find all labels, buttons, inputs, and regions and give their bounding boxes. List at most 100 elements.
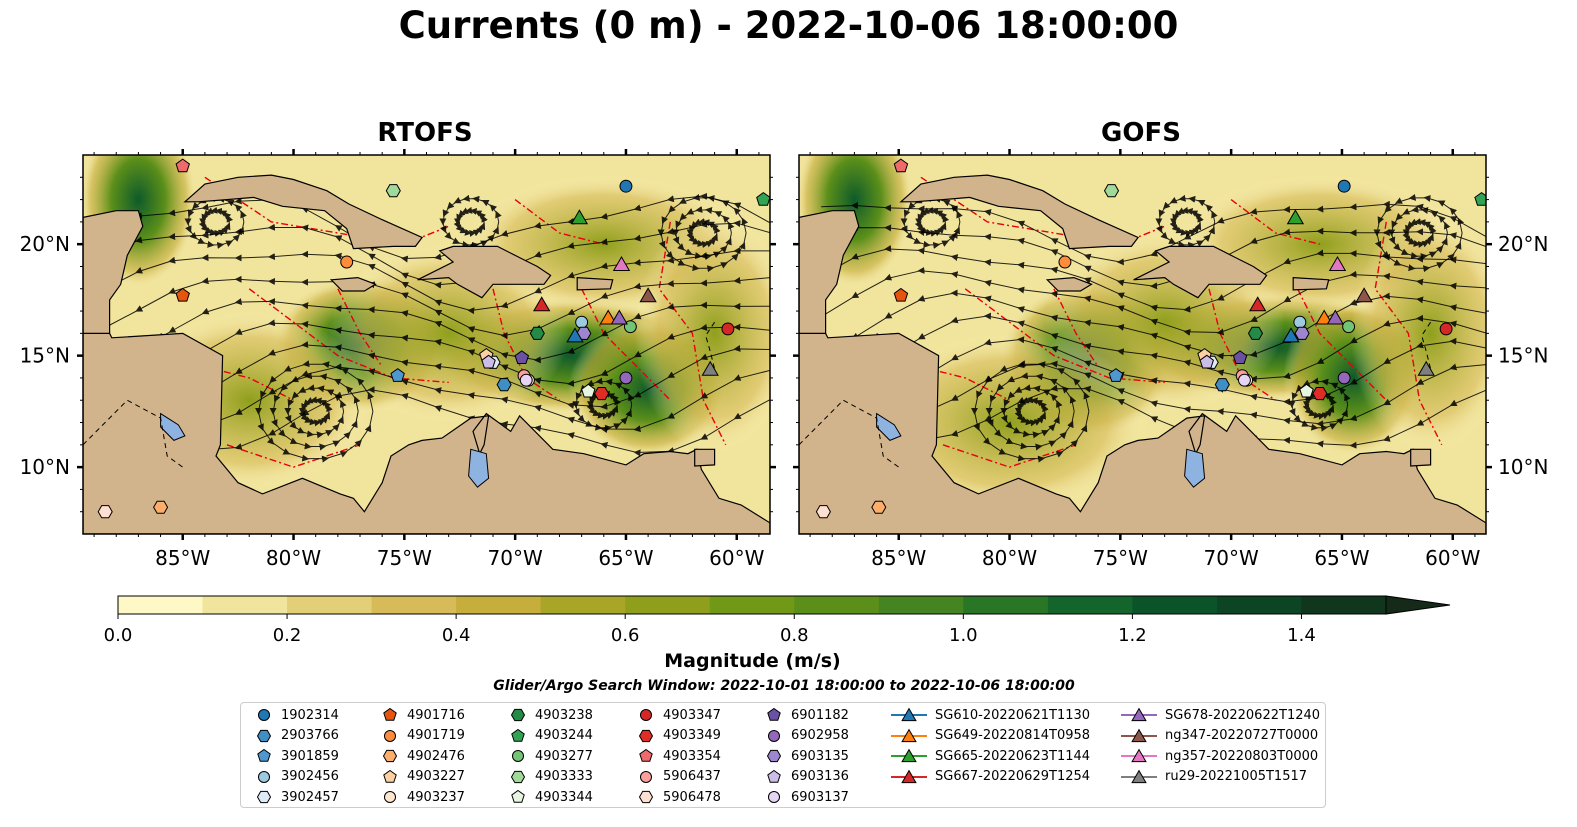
legend-marker [639,708,653,722]
legend-marker [901,728,917,742]
legend-label: 4903244 [535,728,593,743]
panel-title-gofs: GOFS [1101,118,1181,148]
legend-item: 4903347 [637,705,721,725]
legend-label: 4903227 [407,769,465,784]
marker-3901859 [1108,368,1124,382]
search-window-text: Glider/Argo Search Window: 2022-10-01 18… [493,678,1075,694]
triangle-marker-icon [1121,769,1157,783]
colorbar-tick-label: 0.8 [780,625,809,646]
legend-item: ng357-20220803T0000 [1121,746,1318,766]
pentagon-marker-icon [383,707,397,721]
circle-marker-icon [257,708,271,722]
legend-marker [901,769,917,783]
colorbar-ticks: 0.0 0.2 0.4 0.6 0.8 1.0 1.2 1.4 [104,614,1316,646]
legend-label: 4902476 [407,748,465,764]
rtofs-map [83,155,770,534]
marker-4903244 [1474,191,1486,206]
pentagon-marker-icon [767,769,781,783]
triangle-marker-icon [1121,728,1157,742]
legend-label: 4903277 [535,748,593,764]
glider-ng347-20220727T0000 [639,287,657,303]
x-tick-label: 75°W [1093,546,1148,570]
colorbar-tick-label: 1.0 [949,625,978,646]
legend-marker [639,748,653,762]
legend-item: 3902456 [255,767,339,787]
legend-marker [383,729,397,742]
legend-item: SG678-20220622T1240 [1121,705,1320,725]
marker-6901182 [1232,350,1248,364]
y-tick-label: 10°N [1498,455,1548,479]
legend-label: 4903347 [663,707,721,723]
glider-ng347-20220727T0000 [1355,287,1373,303]
triangle-marker-icon [1121,748,1157,763]
glider-SG649-20220814T0958 [1315,309,1333,325]
legend-marker [256,790,272,804]
marker-6903137 [1237,373,1251,387]
marker-6903137 [519,373,533,387]
x-tick-label: 75°W [377,546,432,570]
legend-marker [767,769,781,783]
circle-marker-icon [257,770,271,783]
circle-marker-icon [383,729,397,742]
legend-label: 1902314 [281,707,339,723]
axis-tick-labels: 85°W 80°W 75°W 70°W 65°W 60°W 20°N 15°N 10°N 85°W… [20,232,1549,570]
legend-label: SG649-20220814T0958 [935,728,1091,743]
legend-item: 2903766 [255,726,339,746]
circle-marker-icon [511,749,525,763]
glider-ru29-20221005T1517 [701,360,719,376]
x-tick-label: 65°W [1314,546,1369,570]
legend-item: 6901182 [765,705,849,725]
legend-item: ru29-20221005T1517 [1121,767,1307,787]
legend-marker [510,770,526,783]
x-tick-label: 80°W [982,546,1037,570]
marker-5906478 [97,505,113,519]
legend-marker [257,748,271,762]
legend-item: 4903238 [509,705,593,725]
marker-4902476 [153,500,169,514]
circle-marker-icon [767,790,781,804]
marker-4903349 [1312,387,1328,401]
legend-label: 6903136 [791,769,849,784]
legend-marker [383,707,397,721]
legend-label: SG667-20220629T1254 [935,769,1091,784]
legend-label: 4903237 [407,789,465,805]
legend-marker [767,707,781,721]
legend-label: 6903137 [791,789,849,805]
legend-marker [256,729,272,742]
hexagon-marker-icon [256,790,272,804]
x-tick-label: 60°W [709,546,764,570]
marker-4903347 [721,322,735,336]
legend-item: ng347-20220727T0000 [1121,726,1318,746]
legend-marker [901,707,917,722]
marker-2903766 [496,378,512,392]
colorbar-tick-label: 1.4 [1287,625,1316,646]
land-trinidad [694,448,716,467]
legend-item: 6903136 [765,767,849,787]
legend-item: 6902958 [765,726,849,746]
pentagon-marker-icon [639,748,653,762]
marker-6903135 [1294,326,1310,340]
legend-marker [767,790,781,804]
legend-marker [766,749,782,763]
glider-SG667-20220629T1254 [533,296,551,312]
y-tick-label: 15°N [20,344,70,368]
marker-4901716 [175,287,190,302]
legend-item: SG667-20220629T1254 [891,767,1090,787]
marker-4903347 [1439,322,1453,336]
glider-SG665-20220623T1144 [1286,209,1305,225]
legend-marker [1131,707,1147,722]
legend-item: 4903227 [381,767,465,787]
marker-4903333 [1103,184,1120,198]
legend-item: 4903354 [637,746,721,766]
marker-4901719 [340,255,354,269]
legend-label: ng347-20220727T0000 [1165,728,1319,743]
legend-marker [639,770,653,783]
land-puertoRico [576,276,614,291]
glider-ng357-20220803T0000 [612,256,631,271]
legend-label: 4903344 [535,789,593,805]
panel-title-rtofs: RTOFS [377,118,473,148]
marker-6903136 [1199,354,1214,369]
legend-label: 4903333 [535,769,593,784]
legend-marker [511,728,525,742]
